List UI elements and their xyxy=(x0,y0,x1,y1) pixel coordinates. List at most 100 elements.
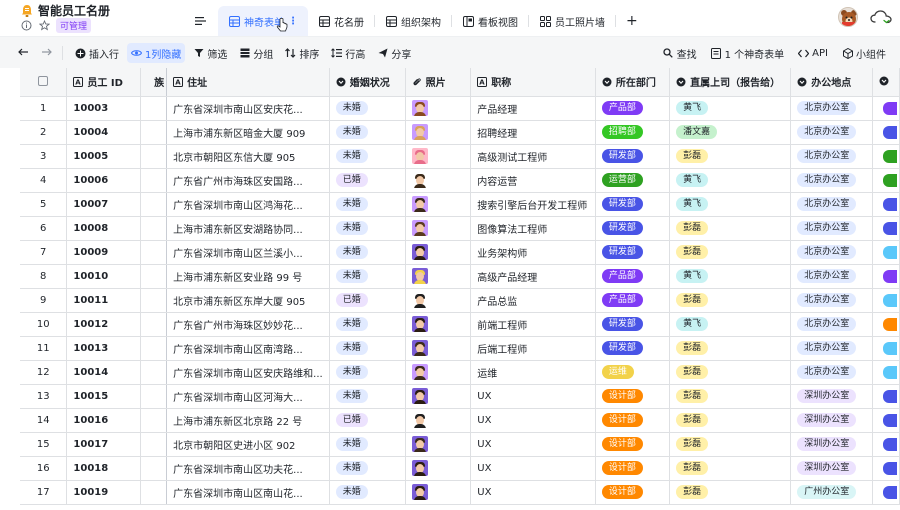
add-view-button[interactable]: + xyxy=(626,13,638,29)
sidebar-toggle[interactable] xyxy=(186,6,218,36)
row-number[interactable]: 7 xyxy=(20,240,68,265)
row-number[interactable]: 15 xyxy=(20,432,68,457)
cell-office[interactable]: 北京办公室 xyxy=(790,336,873,361)
cell-overflow[interactable] xyxy=(872,120,900,145)
cell-photo[interactable] xyxy=(405,216,472,241)
cell-dept[interactable]: 运营部 xyxy=(595,168,671,193)
cell-manager[interactable]: 潘文嘉 xyxy=(669,120,792,145)
cell-dept[interactable]: 设计部 xyxy=(595,456,671,481)
row-number[interactable]: 6 xyxy=(20,216,68,241)
insert-row-button[interactable]: 插入行 xyxy=(71,43,123,63)
cell-dept[interactable]: 设计部 xyxy=(595,408,671,433)
cell-dept[interactable]: 研发部 xyxy=(595,144,671,169)
cell-partial[interactable] xyxy=(140,408,168,433)
cell-photo[interactable] xyxy=(405,360,472,385)
cell-emp-id[interactable]: 10007 xyxy=(66,192,141,217)
cell-manager[interactable]: 彭磊 xyxy=(669,480,792,505)
cell-photo[interactable] xyxy=(405,264,472,289)
cell-title[interactable]: 前端工程师 xyxy=(470,312,596,337)
cell-office[interactable]: 北京办公室 xyxy=(790,120,873,145)
cell-emp-id[interactable]: 10013 xyxy=(66,336,141,361)
table-row[interactable]: 16 10018 广东省深圳市南山区功夫花... 未婚 UX 设计部 彭磊 深圳办公室 xyxy=(20,456,900,481)
sort-button[interactable]: 排序 xyxy=(281,43,323,63)
cell-address[interactable]: 上海市浦东新区暗金大厦 909 xyxy=(166,120,330,145)
employee-photo[interactable] xyxy=(411,460,428,476)
cell-manager[interactable]: 彭磊 xyxy=(669,384,792,409)
cell-overflow[interactable] xyxy=(872,168,900,193)
column-header-photo[interactable]: 照片 xyxy=(405,68,472,97)
cell-address[interactable]: 广东省深圳市南山区安庆路维和... xyxy=(166,360,330,385)
cell-address[interactable]: 广东省深圳市南山区功夫花... xyxy=(166,456,330,481)
cell-office[interactable]: 北京办公室 xyxy=(790,192,873,217)
cell-emp-id[interactable]: 10016 xyxy=(66,408,141,433)
table-row[interactable]: 11 10013 广东省深圳市南山区南湾路... 未婚 后端工程师 研发部 彭磊 北京办公室 xyxy=(20,336,900,361)
cell-office[interactable]: 深圳办公室 xyxy=(790,456,873,481)
cell-emp-id[interactable]: 10008 xyxy=(66,216,141,241)
cell-dept[interactable]: 研发部 xyxy=(595,192,671,217)
row-number[interactable]: 3 xyxy=(20,144,68,169)
employee-photo[interactable] xyxy=(411,100,428,116)
cell-dept[interactable]: 运维 xyxy=(595,360,671,385)
cell-emp-id[interactable]: 10009 xyxy=(66,240,141,265)
cell-manager[interactable]: 彭磊 xyxy=(669,360,792,385)
cell-manager[interactable]: 黄飞 xyxy=(669,312,792,337)
column-header-emp-id[interactable]: A 员工 ID xyxy=(66,68,141,97)
cell-office[interactable]: 北京办公室 xyxy=(790,216,873,241)
cell-photo[interactable] xyxy=(405,144,472,169)
column-header-title[interactable]: A 职称 xyxy=(470,68,596,97)
cell-overflow[interactable] xyxy=(872,288,900,313)
cell-dept[interactable]: 设计部 xyxy=(595,432,671,457)
cell-office[interactable]: 北京办公室 xyxy=(790,96,873,121)
row-number[interactable]: 4 xyxy=(20,168,68,193)
cell-partial[interactable] xyxy=(140,432,168,457)
cell-marital[interactable]: 未婚 xyxy=(329,96,406,121)
cell-marital[interactable]: 未婚 xyxy=(329,360,406,385)
tab-roster[interactable]: 花名册 xyxy=(308,6,374,36)
info-icon[interactable] xyxy=(20,20,32,32)
select-all-checkbox[interactable] xyxy=(38,76,49,87)
api-button[interactable]: API xyxy=(794,43,832,63)
cell-photo[interactable] xyxy=(405,288,472,313)
cell-office[interactable]: 北京办公室 xyxy=(790,264,873,289)
cell-office[interactable]: 深圳办公室 xyxy=(790,408,873,433)
cell-marital[interactable]: 已婚 xyxy=(329,288,406,313)
table-row[interactable]: 15 10017 北京市朝阳区史进小区 902 未婚 UX 设计部 彭磊 深圳办公室 xyxy=(20,432,900,457)
cell-emp-id[interactable]: 10011 xyxy=(66,288,141,313)
cell-manager[interactable]: 彭磊 xyxy=(669,336,792,361)
cell-dept[interactable]: 研发部 xyxy=(595,216,671,241)
cell-manager[interactable]: 彭磊 xyxy=(669,288,792,313)
cell-partial[interactable] xyxy=(140,216,168,241)
cell-overflow[interactable] xyxy=(872,384,900,409)
cell-partial[interactable] xyxy=(140,312,168,337)
table-row[interactable]: 10 10012 广东省广州市海珠区妙妙花... 未婚 前端工程师 研发部 黄飞 北京办公室 xyxy=(20,312,900,337)
cell-photo[interactable] xyxy=(405,480,472,505)
cell-dept[interactable]: 研发部 xyxy=(595,336,671,361)
cell-marital[interactable]: 未婚 xyxy=(329,120,406,145)
cell-emp-id[interactable]: 10005 xyxy=(66,144,141,169)
row-number[interactable]: 10 xyxy=(20,312,68,337)
employee-photo[interactable] xyxy=(411,316,428,332)
cell-dept[interactable]: 设计部 xyxy=(595,384,671,409)
column-header-partial[interactable]: 族 xyxy=(140,68,168,97)
cell-partial[interactable] xyxy=(140,336,168,361)
table-row[interactable]: 9 10011 北京市浦东新区东岸大厦 905 已婚 产品总监 产品部 彭磊 北京办公室 xyxy=(20,288,900,313)
cell-title[interactable]: UX xyxy=(470,384,596,409)
table-row[interactable]: 2 10004 上海市浦东新区暗金大厦 909 未婚 招聘经理 招聘部 潘文嘉 北京办公室 xyxy=(20,120,900,145)
filter-button[interactable]: 筛选 xyxy=(189,43,231,63)
cloud-sync-icon[interactable] xyxy=(870,10,892,24)
cell-partial[interactable] xyxy=(140,456,168,481)
cell-overflow[interactable] xyxy=(872,96,900,121)
cell-office[interactable]: 广州办公室 xyxy=(790,480,873,505)
row-number[interactable]: 13 xyxy=(20,384,68,409)
tab-magic-form[interactable]: 神奇表单 ⋮ xyxy=(218,6,308,36)
cell-manager[interactable]: 彭磊 xyxy=(669,144,792,169)
cell-dept[interactable]: 产品部 xyxy=(595,96,671,121)
cell-dept[interactable]: 产品部 xyxy=(595,264,671,289)
table-row[interactable]: 17 10019 广东省深圳市南山区南山花... 未婚 UX 设计部 彭磊 广州办公室 xyxy=(20,480,900,505)
cell-address[interactable]: 上海市浦东新区安湖路协同... xyxy=(166,216,330,241)
cell-office[interactable]: 北京办公室 xyxy=(790,288,873,313)
hidden-columns-button[interactable]: 1列隐藏 xyxy=(127,43,186,63)
cell-photo[interactable] xyxy=(405,408,472,433)
cell-dept[interactable]: 招聘部 xyxy=(595,120,671,145)
cell-manager[interactable]: 彭磊 xyxy=(669,432,792,457)
